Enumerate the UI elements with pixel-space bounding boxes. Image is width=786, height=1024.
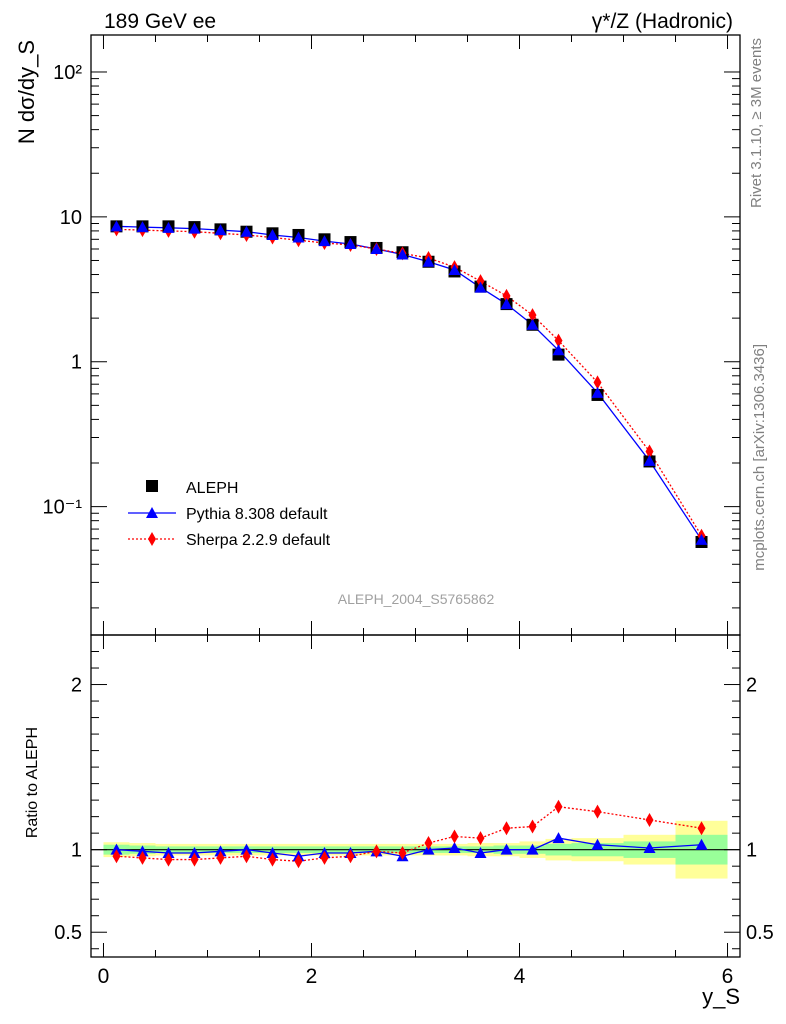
xlabel: y_S — [702, 984, 740, 1009]
legend-marker-pythia — [146, 507, 158, 518]
mcplots-label: mcplots.cern.ch [arXiv:1306.3436] — [751, 344, 768, 571]
ratio-point-diamond — [346, 849, 355, 864]
ratio-point-triangle — [695, 838, 708, 850]
ratio-plot-frame — [90, 634, 741, 958]
x-tick-label: 0 — [98, 965, 110, 988]
main-ylabel: N dσ/dy_S — [14, 40, 39, 144]
legend-marker-aleph — [146, 480, 158, 492]
ratio-point-diamond — [593, 804, 602, 819]
main-point-triangle — [188, 222, 201, 234]
ratio-point-diamond — [216, 850, 225, 865]
x-tick-label: 4 — [514, 965, 526, 988]
main-point-triangle — [643, 454, 656, 466]
legend-label-sherpa: Sherpa 2.2.9 default — [186, 532, 331, 549]
ratio-point-diamond — [424, 836, 433, 851]
ratio-y-tick-label-right: 0.5 — [746, 922, 774, 944]
y-tick-label: 1 — [71, 352, 82, 374]
main-point-diamond — [554, 333, 563, 348]
rivet-version-label: Rivet 3.1.10, ≥ 3M events — [748, 38, 765, 208]
main-point-triangle — [214, 224, 227, 236]
main-point-triangle — [695, 533, 708, 545]
main-point-triangle — [344, 237, 357, 249]
ratio-y-tick-label-right: 2 — [746, 675, 757, 697]
ratio-y-tick-label-right: 1 — [746, 840, 757, 862]
y-tick-label: 10⁻¹ — [43, 497, 83, 519]
main-point-diamond — [476, 274, 485, 289]
ratio-point-triangle — [591, 838, 604, 850]
header-left-label: 189 GeV ee — [104, 10, 216, 33]
main-point-diamond — [593, 375, 602, 390]
main-point-triangle — [591, 386, 604, 398]
legend-marker-sherpa — [148, 532, 156, 546]
ratio-point-diamond — [528, 819, 537, 834]
ratio-point-diamond — [242, 849, 251, 864]
ratio-y-tick-label: 0.5 — [54, 922, 82, 944]
ratio-point-triangle — [266, 846, 279, 858]
main-point-triangle — [292, 231, 305, 243]
main-point-triangle — [526, 318, 539, 330]
ratio-point-triangle — [214, 845, 227, 857]
main-point-diamond — [502, 288, 511, 303]
main-point-triangle — [266, 228, 279, 240]
y-tick-label: 10² — [53, 62, 82, 84]
legend-label-pythia: Pythia 8.308 default — [186, 506, 328, 523]
ratio-y-tick-label: 2 — [71, 675, 82, 697]
y-tick-label: 10 — [60, 207, 82, 229]
main-point-triangle — [136, 221, 149, 233]
ratio-point-diamond — [450, 829, 459, 844]
ratio-point-triangle — [526, 843, 539, 855]
ratio-point-triangle — [162, 846, 175, 858]
axis-ticks — [91, 35, 740, 957]
ratio-point-triangle — [136, 845, 149, 857]
main-point-triangle — [396, 248, 409, 260]
ratio-point-diamond — [268, 852, 277, 867]
ratio-point-triangle — [448, 842, 461, 854]
ratio-point-diamond — [398, 845, 407, 860]
main-point-diamond — [645, 444, 654, 459]
main-point-triangle — [474, 281, 487, 293]
ratio-point-diamond — [372, 844, 381, 859]
main-point-triangle — [448, 263, 461, 275]
ratio-uncertainty-bands — [91, 820, 740, 879]
ratio-point-diamond — [164, 852, 173, 867]
ratio-point-diamond — [294, 854, 303, 869]
ratio-point-triangle — [643, 842, 656, 854]
legend: ALEPH Pythia 8.308 default Sherpa 2.2.9 … — [128, 480, 331, 549]
ratio-point-diamond — [554, 799, 563, 814]
ratio-point-triangle — [188, 846, 201, 858]
ratio-point-diamond — [138, 850, 147, 865]
ratio-ylabel: Ratio to ALEPH — [24, 727, 41, 838]
ratio-point-diamond — [697, 821, 706, 836]
ratio-point-triangle — [240, 843, 253, 855]
ratio-point-triangle — [110, 843, 123, 855]
main-point-triangle — [318, 235, 331, 247]
ratio-point-diamond — [320, 850, 329, 865]
ratio-point-diamond — [645, 812, 654, 827]
main-point-triangle — [240, 225, 253, 237]
ratio-point-diamond — [476, 831, 485, 846]
main-point-triangle — [110, 220, 123, 232]
main-point-triangle — [552, 344, 565, 356]
ratio-point-triangle — [552, 832, 565, 844]
ratio-point-triangle — [474, 846, 487, 858]
header-right-label: γ*/Z (Hadronic) — [592, 10, 733, 33]
main-point-triangle — [500, 298, 513, 310]
analysis-watermark: ALEPH_2004_S5765862 — [338, 591, 495, 607]
tick-labels: 0 2 4 6 10⁻¹ 1 10 10² 0.5 0.5 1 1 2 2 — [43, 62, 774, 988]
ratio-point-diamond — [190, 852, 199, 867]
main-point-triangle — [422, 255, 435, 267]
data-markers — [110, 220, 708, 869]
legend-label-aleph: ALEPH — [186, 480, 238, 497]
ratio-point-triangle — [500, 843, 513, 855]
ratio-point-diamond — [112, 849, 121, 864]
x-tick-label: 2 — [306, 965, 318, 988]
x-tick-label: 6 — [722, 965, 734, 988]
ratio-point-diamond — [502, 821, 511, 836]
ratio-y-tick-label: 1 — [71, 840, 82, 862]
main-point-diamond — [528, 308, 537, 323]
main-point-triangle — [162, 221, 175, 233]
main-point-triangle — [370, 243, 383, 255]
